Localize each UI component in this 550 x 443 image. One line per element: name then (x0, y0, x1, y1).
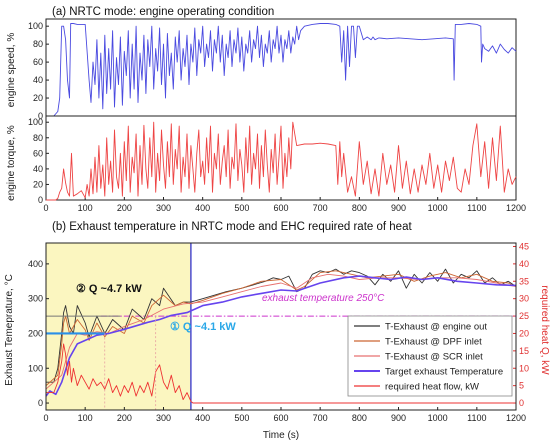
y-tick-label: 0 (38, 195, 43, 205)
panel-a-title: (a) NRTC mode: engine operating conditio… (52, 6, 274, 18)
x-tick-label: 600 (273, 413, 288, 423)
y2-tick-label: 20 (519, 328, 529, 338)
x-tick-label: 1100 (467, 413, 486, 423)
y2-tick-label: 45 (519, 241, 529, 251)
y2-tick-label: 0 (519, 398, 524, 408)
x-tick-label: 300 (156, 203, 171, 213)
y-tick-label: 100 (28, 363, 43, 373)
y-tick-label: 60 (33, 57, 43, 67)
y2-tick-label: 35 (519, 276, 529, 286)
x-tick-label: 500 (234, 203, 249, 213)
legend: T-Exhaust @ engine out T-Exhaust @ DPF in… (347, 315, 513, 397)
y2-tick-label: 30 (519, 294, 529, 304)
x-tick-label: 800 (352, 203, 367, 213)
series-line-target-exhaust-temperature (45, 275, 517, 397)
y-tick-label: 20 (33, 93, 43, 103)
y-tick-label: 0 (38, 398, 43, 408)
y-tick-label: 300 (28, 294, 43, 304)
panel-b-xlabel: Time (s) (263, 430, 299, 441)
annotation-q-4-1: ① Q ~4.1 kW (170, 321, 236, 333)
y-tick-label: 40 (33, 75, 43, 85)
x-tick-label: 300 (156, 413, 171, 423)
panel-a-ylabel: engine speed, % (6, 33, 17, 108)
shaded-region (46, 243, 191, 410)
x-tick-label: 1200 (506, 413, 526, 423)
x-tick-label: 0 (43, 203, 48, 213)
y-tick-label: 400 (28, 259, 43, 269)
y-tick-label: 0 (38, 111, 43, 121)
y2-tick-label: 25 (519, 311, 529, 321)
x-tick-label: 1000 (428, 203, 448, 213)
x-tick-label: 500 (234, 413, 249, 423)
legend-label: T-Exhaust @ engine out (385, 322, 487, 333)
y-tick-label: 60 (33, 148, 43, 158)
panel-b-ylabel: Exhaust Temeprature, °C (4, 274, 15, 386)
panel-b-frame (45, 242, 517, 411)
series-line-required-heat-flow-kw (46, 343, 516, 404)
y-tick-label: 200 (28, 328, 43, 338)
panel-b-y2label: required heat Q, kW (539, 285, 550, 375)
x-tick-label: 400 (195, 203, 210, 213)
x-tick-label: 1000 (428, 413, 448, 423)
panel-torque-ylabel: engine torque, % (6, 125, 17, 201)
y2-tick-label: 15 (519, 346, 529, 356)
y2-tick-label: 10 (519, 363, 529, 373)
y-tick-label: 100 (28, 21, 43, 31)
panel-a-plot: 0 20 40 60 80 100 (28, 21, 517, 121)
x-tick-label: 900 (391, 203, 406, 213)
x-tick-label: 0 (43, 413, 48, 423)
series-line-p1 (46, 121, 517, 201)
y-tick-label: 80 (33, 39, 43, 49)
x-tick-label: 400 (195, 413, 210, 423)
x-tick-label: 800 (352, 413, 367, 423)
y-tick-label: 20 (33, 179, 43, 189)
y-tick-label: 40 (33, 164, 43, 174)
legend-label: Target exhaust Temperature (385, 367, 503, 378)
legend-label: required heat flow, kW (385, 382, 479, 393)
annotation-q-4-7: ② Q ~4.7 kW (76, 283, 142, 295)
x-tick-label: 1200 (506, 203, 526, 213)
x-tick-label: 100 (78, 413, 93, 423)
series-line-t-exhaust-engine-out (46, 268, 517, 383)
x-tick-label: 200 (117, 203, 132, 213)
series-line-p0 (46, 23, 517, 117)
x-tick-label: 100 (78, 203, 93, 213)
x-tick-label: 200 (117, 413, 132, 423)
panel-b-title: (b) Exhaust temperature in NRTC mode and… (52, 221, 412, 233)
y2-tick-label: 5 (519, 381, 524, 391)
x-tick-label: 1100 (467, 203, 486, 213)
x-tick-label: 700 (313, 203, 328, 213)
annotation-250c: exhaust temperature 250°C (262, 293, 385, 304)
x-tick-label: 700 (313, 413, 328, 423)
y-tick-label: 80 (33, 133, 43, 143)
y-tick-label: 100 (28, 117, 43, 127)
legend-label: T-Exhaust @ SCR inlet (385, 352, 483, 363)
x-tick-label: 900 (391, 413, 406, 423)
x-tick-label: 600 (273, 203, 288, 213)
legend-label: T-Exhaust @ DPF inlet (385, 337, 482, 348)
y2-tick-label: 40 (519, 259, 529, 269)
